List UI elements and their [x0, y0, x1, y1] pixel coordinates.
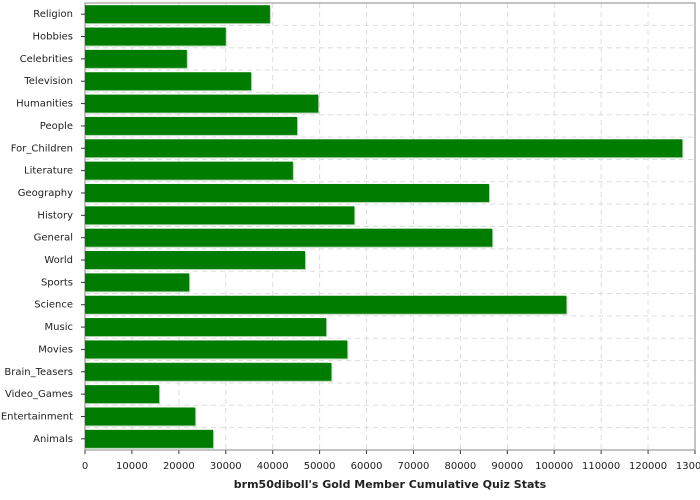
bar: [85, 385, 160, 404]
y-tick-label: Hobbies: [33, 32, 73, 43]
y-tick-label: World: [44, 255, 73, 266]
bar: [85, 273, 190, 292]
bar: [85, 318, 327, 337]
y-tick-label: Entertainment: [1, 411, 73, 422]
y-tick-label: History: [37, 210, 73, 221]
bar: [85, 340, 348, 359]
x-tick-label: 130000: [676, 461, 700, 472]
bar: [85, 183, 490, 202]
y-tick-label: Television: [23, 76, 73, 87]
bar: [85, 27, 226, 46]
y-tick-label: Science: [34, 300, 73, 311]
bar: [85, 362, 332, 381]
bar: [85, 295, 567, 314]
chart-title: brm50diboll's Gold Member Cumulative Qui…: [234, 478, 547, 491]
x-tick-label: 30000: [210, 461, 242, 472]
bar: [85, 251, 306, 270]
x-tick-label: 20000: [163, 461, 195, 472]
x-tick-label: 50000: [304, 461, 336, 472]
bar: [85, 72, 252, 91]
y-tick-label: Video_Games: [5, 389, 73, 400]
bar: [85, 49, 187, 68]
x-tick-label: 70000: [398, 461, 430, 472]
x-tick-label: 40000: [257, 461, 289, 472]
x-tick-label: 90000: [491, 461, 523, 472]
bar: [85, 116, 298, 135]
y-tick-label: Animals: [33, 434, 73, 445]
bar: [85, 94, 319, 113]
y-tick-label: Brain_Teasers: [4, 367, 73, 378]
y-tick-label: Sports: [41, 277, 73, 288]
y-tick-label: People: [40, 121, 73, 132]
y-tick-label: For_Children: [11, 143, 73, 154]
y-tick-label: General: [34, 233, 73, 244]
x-tick-label: 100000: [535, 461, 573, 472]
y-tick-label: Geography: [18, 188, 73, 199]
x-tick-label: 10000: [116, 461, 148, 472]
bar: [85, 139, 683, 158]
x-tick-label: 120000: [629, 461, 667, 472]
bar: [85, 407, 196, 426]
y-tick-label: Movies: [38, 344, 73, 355]
y-tick-label: Humanities: [16, 99, 73, 110]
bar: [85, 161, 293, 180]
x-tick-label: 80000: [444, 461, 476, 472]
x-tick-label: 0: [82, 461, 88, 472]
x-tick-label: 60000: [351, 461, 383, 472]
bar: [85, 228, 493, 247]
y-tick-label: Literature: [24, 166, 73, 177]
x-tick-label: 110000: [582, 461, 620, 472]
bar: [85, 5, 270, 24]
y-tick-label: Music: [45, 322, 73, 333]
plot-frame: [84, 2, 696, 451]
bar: [85, 206, 355, 225]
y-tick-label: Religion: [33, 9, 73, 20]
bar: [85, 429, 214, 448]
y-tick-label: Celebrities: [20, 54, 73, 65]
